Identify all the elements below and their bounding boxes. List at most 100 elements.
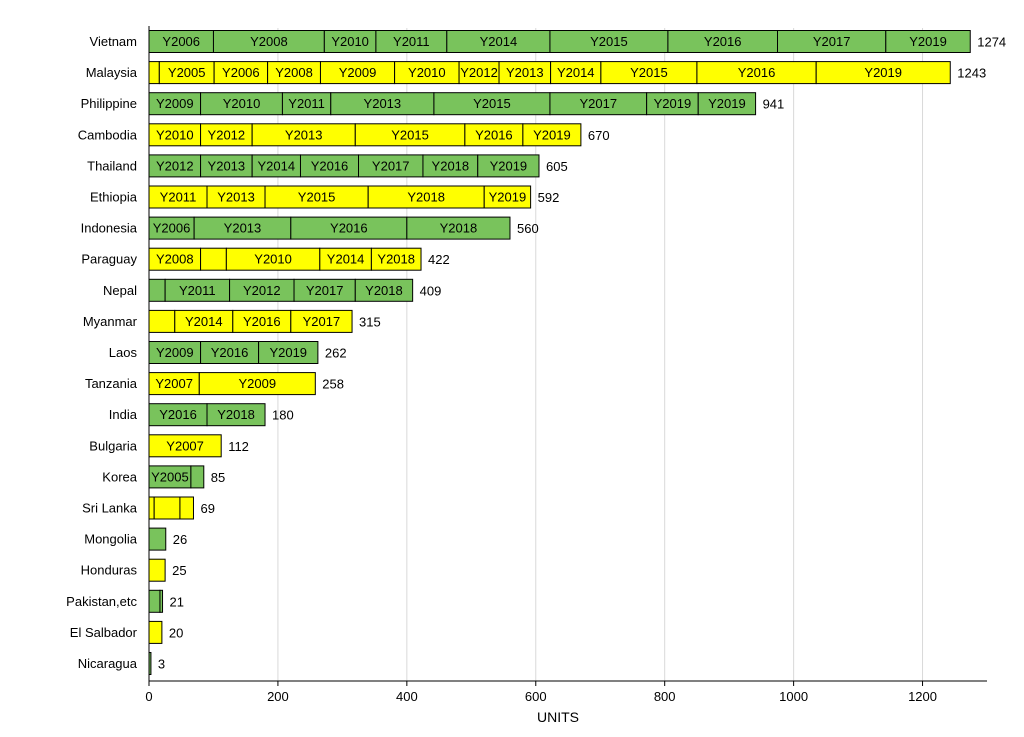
bar-row — [148, 527, 167, 551]
segment-label: Y2014 — [480, 34, 518, 49]
bar-segment — [148, 309, 176, 333]
bar-segment — [148, 589, 161, 613]
bar-row — [148, 558, 166, 582]
segment-label: Y2016 — [704, 34, 742, 49]
segment-label: Y2016 — [330, 221, 368, 236]
category-label: Mongolia — [84, 532, 138, 547]
bar-row: Y2006 Y2013 Y2016 Y2018 — [148, 216, 511, 240]
segment-label: Y2017 — [580, 96, 618, 111]
segment-label: Y2016 — [211, 345, 249, 360]
category-label: El Salbador — [70, 625, 138, 640]
total-label: 180 — [272, 408, 294, 423]
segment-label: Y2014 — [185, 314, 223, 329]
category-label: Indonesia — [81, 221, 138, 236]
bar-row: Y2011 Y2013 Y2015 Y2018 Y2019 — [148, 185, 532, 209]
bar-segment — [190, 465, 205, 489]
segment-label: Y2011 — [393, 34, 430, 49]
segment-label: Y2019 — [269, 345, 307, 360]
segment-label: Y2018 — [217, 407, 255, 422]
total-label: 69 — [200, 501, 214, 516]
total-label: 258 — [322, 377, 344, 392]
bar-row — [148, 496, 194, 520]
segment-label: Y2007 — [155, 376, 193, 391]
segment-label: Y2014 — [258, 158, 296, 173]
total-label: 1274 — [977, 35, 1006, 50]
bars: Y2006 Y2008 Y2010 Y2011 Y2014 Y2015 Y2016 Y2017… — [148, 30, 971, 675]
segment-label: Y2013 — [364, 96, 402, 111]
segment-label: Y2010 — [156, 127, 194, 142]
bar-row: Y2006 Y2008 Y2010 Y2011 Y2014 Y2015 Y2016 Y2017… — [148, 30, 971, 53]
category-labels: Vietnam Malaysia Philippine Cambodia Thailan… — [66, 34, 138, 671]
segment-label: Y2019 — [909, 34, 947, 49]
segment-label: Y2006 — [153, 221, 191, 236]
x-tick-label: 1200 — [908, 689, 937, 704]
segment-label: Y2012 — [460, 65, 498, 80]
segment-label: Y2014 — [327, 252, 365, 267]
total-label: 25 — [172, 563, 186, 578]
bar-segment — [697, 92, 757, 116]
category-label: Pakistan,etc — [66, 594, 137, 609]
bar-segment — [290, 309, 353, 333]
segment-label: Y2008 — [156, 252, 194, 267]
segment-label: Y2010 — [408, 65, 446, 80]
segment-label: Y2016 — [159, 407, 197, 422]
bar-row: Y2008 Y2010 Y2014 Y2018 — [148, 247, 422, 271]
segment-label: Y2013 — [217, 190, 255, 205]
total-label: 20 — [169, 625, 183, 640]
x-tick-label: 0 — [145, 689, 152, 704]
bar-segment — [885, 30, 971, 53]
bar-row: Y2005 Y2006 Y2008 Y2009 Y2010 Y2012 Y2013 Y2014… — [148, 61, 951, 85]
bar-row: Y2011 Y2012 Y2017 Y2018 — [148, 278, 414, 302]
bar-row — [148, 589, 164, 613]
segment-label: Y2010 — [331, 34, 369, 49]
x-tick-label: 1000 — [779, 689, 808, 704]
total-label: 112 — [228, 439, 249, 454]
segment-label: Y2007 — [166, 438, 204, 453]
segment-label: Y2018 — [432, 158, 470, 173]
bar-segment — [159, 589, 164, 613]
x-tick-label: 800 — [654, 689, 676, 704]
segment-label: Y2009 — [156, 345, 194, 360]
segment-label: Y2015 — [298, 190, 336, 205]
bar-segment — [148, 527, 167, 551]
bar-segment — [148, 496, 155, 520]
bar-segment — [148, 61, 160, 85]
bar-row: Y2014 Y2016 Y2017 — [148, 309, 353, 333]
segment-label: Y2015 — [590, 34, 628, 49]
bar-segment — [354, 278, 414, 302]
segment-label: Y2010 — [254, 252, 292, 267]
bar-row: Y2012 Y2013 Y2014 Y2016 Y2017 Y2018 Y2019 — [148, 154, 540, 178]
segment-label: Y2015 — [630, 65, 668, 80]
x-tick-label: 600 — [525, 689, 547, 704]
segment-label: Y2019 — [490, 158, 528, 173]
segment-label: Y2005 — [151, 469, 189, 484]
category-label: Bulgaria — [89, 438, 137, 453]
bar-segment — [148, 278, 166, 302]
segment-label: Y2017 — [372, 158, 410, 173]
bar-segment — [522, 123, 582, 147]
segment-label: Y2019 — [654, 96, 692, 111]
segment-label: Y2008 — [250, 34, 288, 49]
bar-segment — [179, 496, 194, 520]
segment-label: Y2019 — [533, 127, 571, 142]
total-label: 21 — [170, 594, 184, 609]
segment-label: Y2009 — [156, 96, 194, 111]
total-labels: 1274 1243 941 670 605 592 560 422 409 315 262 258 18… — [158, 35, 1006, 672]
segment-label: Y2017 — [813, 34, 851, 49]
segment-label: Y2009 — [238, 376, 276, 391]
category-label: Myanmar — [83, 314, 138, 329]
segment-label: Y2015 — [391, 127, 429, 142]
category-label: Korea — [102, 469, 137, 484]
bar-segment — [148, 620, 163, 644]
total-label: 605 — [546, 159, 568, 174]
total-label: 422 — [428, 252, 450, 267]
category-label: Vietnam — [90, 34, 137, 49]
segment-label: Y2016 — [475, 127, 513, 142]
x-tick-label: 400 — [396, 689, 418, 704]
total-label: 941 — [763, 97, 785, 112]
segment-label: Y2019 — [864, 65, 902, 80]
segment-label: Y2019 — [489, 190, 527, 205]
total-label: 3 — [158, 657, 165, 672]
segment-label: Y2013 — [208, 158, 246, 173]
